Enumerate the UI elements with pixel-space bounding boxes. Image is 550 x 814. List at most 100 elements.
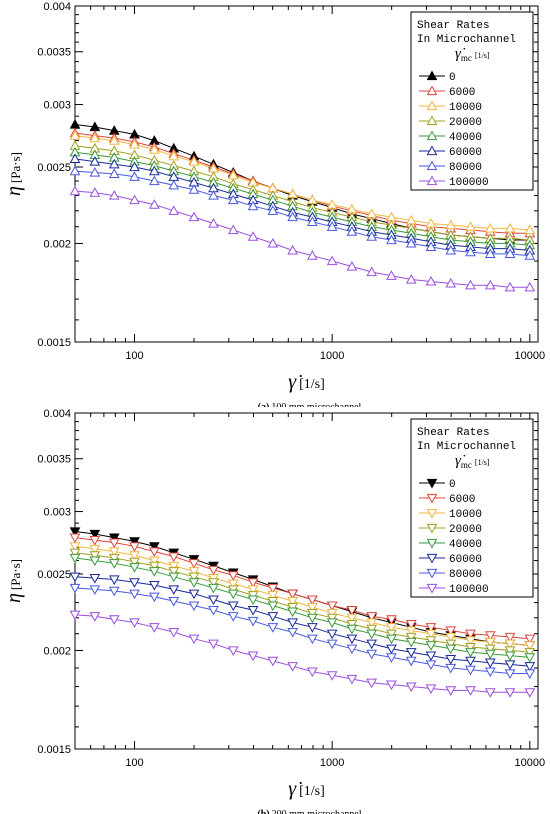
data-point [89, 585, 101, 595]
data-point [307, 667, 318, 678]
data-point [168, 596, 180, 607]
data-point [524, 648, 536, 658]
data-point [386, 680, 397, 691]
caption-tag: (a) [258, 402, 270, 407]
legend-marker [426, 493, 438, 504]
data-point [366, 678, 378, 689]
data-point [247, 231, 259, 241]
data-point [326, 639, 338, 650]
data-point [69, 610, 81, 621]
data-point [386, 644, 397, 655]
data-point [227, 194, 239, 205]
legend-marker [426, 100, 438, 111]
data-point [465, 246, 476, 257]
series-line [74, 145, 530, 241]
data-point [148, 623, 160, 633]
data-point [208, 190, 219, 200]
data-point [227, 612, 239, 622]
series-80000 [69, 583, 536, 680]
x-tick-label: 100 [125, 350, 143, 362]
legend-title-line1: Shear Rates [417, 427, 490, 439]
data-point [425, 660, 437, 670]
data-point [148, 144, 160, 154]
legend-marker [426, 70, 438, 81]
legend-entry-label: 100000 [449, 177, 489, 189]
legend-entry-label: 60000 [449, 554, 482, 566]
data-point [425, 684, 437, 694]
data-point [366, 639, 378, 650]
caption-tag: (b) [257, 809, 269, 814]
legend-entry-label: 20000 [449, 524, 482, 536]
data-point [148, 581, 160, 591]
data-point [188, 572, 200, 583]
data-point [524, 641, 536, 651]
data-point [108, 158, 120, 169]
data-point [168, 628, 180, 638]
legend-symbol-sub: mc [461, 53, 472, 63]
data-point [89, 574, 101, 584]
series-line [74, 190, 530, 288]
data-point [168, 585, 180, 595]
data-point [267, 583, 279, 594]
data-point [287, 662, 298, 672]
data-point [366, 266, 378, 277]
data-point [425, 275, 437, 286]
data-point [267, 591, 279, 601]
data-point [247, 585, 259, 595]
data-point [287, 596, 298, 607]
data-point [504, 669, 516, 680]
data-point [168, 567, 180, 577]
data-point [445, 632, 457, 643]
y-tick-label: 0.0035 [37, 47, 71, 59]
data-point [445, 219, 457, 230]
data-point [208, 583, 219, 594]
data-point [425, 636, 437, 646]
data-point [524, 669, 536, 680]
data-point [168, 150, 180, 161]
data-point [465, 642, 476, 653]
data-point [69, 185, 81, 196]
data-point [148, 542, 160, 552]
data-point [129, 618, 140, 629]
data-point [227, 579, 239, 590]
panel-caption: (a)100 mm microchannel [258, 402, 362, 407]
legend-symbol: γ̇mc [1/s] [455, 453, 490, 470]
data-point [425, 241, 437, 251]
data-point [208, 578, 219, 588]
data-point [326, 618, 338, 629]
x-tick-label: 1000 [320, 350, 344, 362]
y-tick-label: 0.0015 [37, 337, 71, 349]
data-point [148, 592, 160, 603]
data-point [227, 571, 239, 581]
data-point [346, 674, 358, 685]
data-point [69, 548, 81, 559]
legend-marker [426, 160, 438, 171]
data-point [307, 595, 318, 606]
data-point [445, 277, 457, 288]
data-point [89, 529, 101, 540]
data-point [307, 250, 318, 260]
legend-title-line2: In Microchannel [417, 34, 516, 46]
data-point [108, 168, 120, 179]
data-point [108, 559, 120, 569]
data-point [89, 536, 101, 546]
data-point [168, 561, 180, 572]
data-point [108, 575, 120, 586]
data-point [326, 255, 338, 266]
legend-marker [426, 538, 438, 549]
data-point [208, 565, 219, 576]
data-point [208, 595, 219, 606]
data-point [504, 646, 516, 656]
data-point [326, 609, 338, 619]
data-point [287, 628, 298, 638]
y-tick-label: 0.003 [43, 507, 71, 519]
legend-marker [426, 568, 438, 579]
y-tick-label: 0.0015 [37, 744, 71, 756]
legend-box [410, 11, 534, 191]
data-point [326, 221, 338, 231]
data-point [504, 651, 516, 662]
data-point [504, 281, 516, 292]
y-tick-label: 0.004 [43, 1, 71, 13]
data-point [386, 629, 397, 640]
series-40000 [69, 553, 536, 663]
